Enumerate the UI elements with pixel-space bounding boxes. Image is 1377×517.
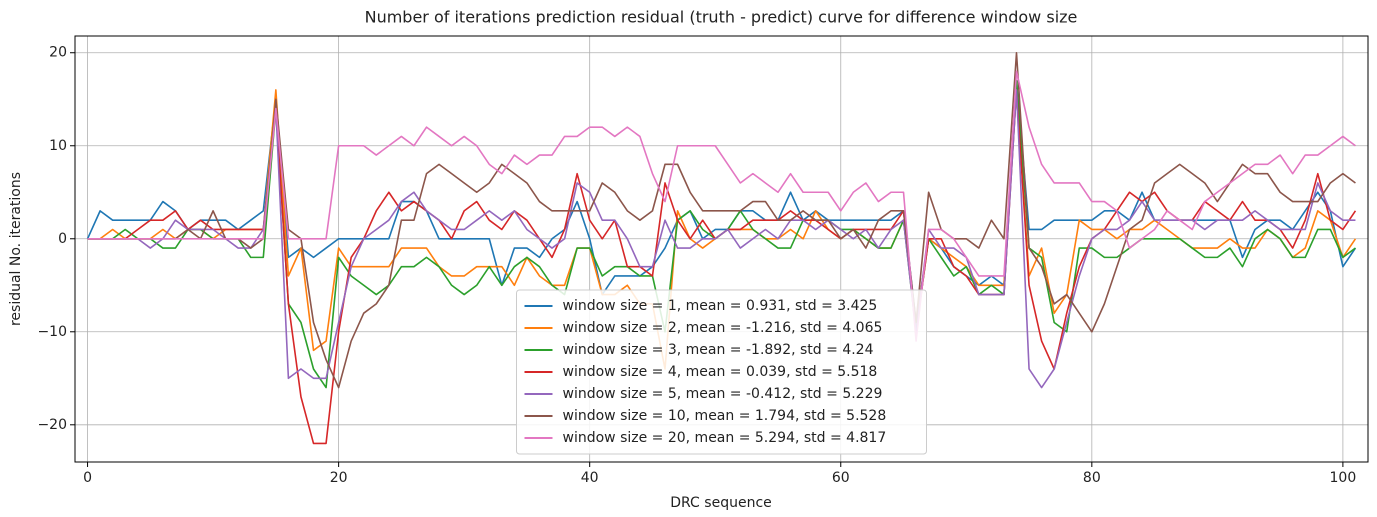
legend-box xyxy=(516,289,927,455)
legend-label: window size = 3, mean = -1.892, std = 4.… xyxy=(563,342,874,358)
series-line xyxy=(87,51,1356,389)
legend-label: window size = 10, mean = 1.794, std = 5.… xyxy=(563,408,887,424)
chart-title: Number of iterations prediction residual… xyxy=(365,8,1078,27)
y-tick-label: 10 xyxy=(49,138,67,154)
y-tick-label: −10 xyxy=(37,324,67,340)
x-tick-label: 40 xyxy=(581,470,599,486)
legend-label: window size = 5, mean = -0.412, std = 5.… xyxy=(563,386,883,402)
legend-label: window size = 2, mean = -1.216, std = 4.… xyxy=(563,320,883,336)
x-tick-label: 60 xyxy=(832,470,850,486)
x-tick-label: 0 xyxy=(83,470,92,486)
legend: window size = 1, mean = 0.931, std = 3.4… xyxy=(516,289,927,455)
x-tick-label: 20 xyxy=(330,470,348,486)
legend-label: window size = 1, mean = 0.931, std = 3.4… xyxy=(563,298,878,314)
y-axis-label: residual No. iterations xyxy=(8,172,24,326)
y-tick-label: 0 xyxy=(58,231,67,247)
series-line xyxy=(86,79,1357,324)
series-line xyxy=(87,70,1356,342)
legend-label: window size = 20, mean = 5.294, std = 4.… xyxy=(563,430,887,446)
x-tick-label: 100 xyxy=(1330,470,1357,486)
series-line xyxy=(87,89,1356,389)
x-tick-label: 80 xyxy=(1083,470,1101,486)
y-tick-label: −20 xyxy=(37,417,67,433)
x-axis-label: DRC sequence xyxy=(670,495,772,511)
legend-label: window size = 4, mean = 0.039, std = 5.5… xyxy=(563,364,878,380)
plot-frame xyxy=(74,35,1369,463)
y-tick-label: 20 xyxy=(49,45,67,61)
